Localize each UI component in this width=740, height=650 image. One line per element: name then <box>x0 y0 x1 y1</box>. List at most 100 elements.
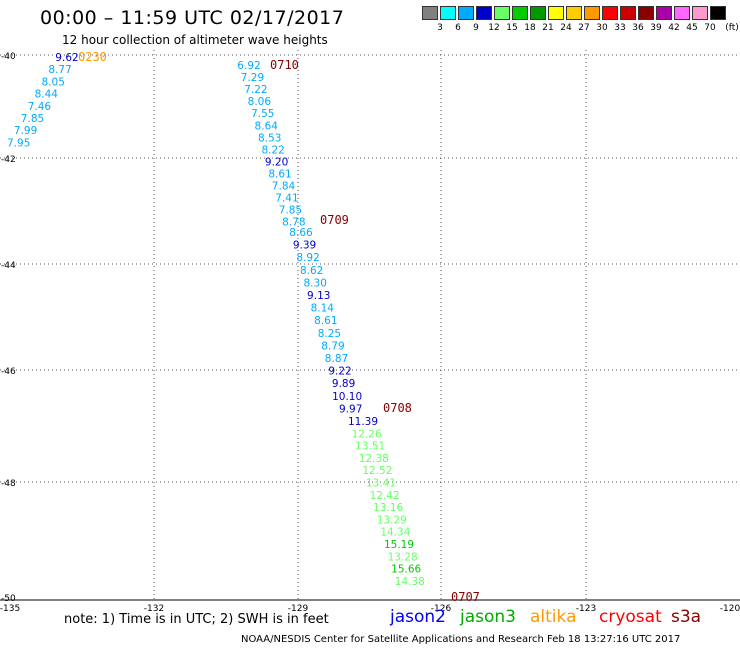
color-scale-label: 39 <box>650 23 662 33</box>
wave-height-value: 7.41 <box>275 193 298 205</box>
color-swatch <box>692 6 708 20</box>
wave-height-value: 11.39 <box>348 416 378 428</box>
wave-height-value: 8.25 <box>318 328 341 340</box>
pass-time-label: 0230 <box>78 50 107 64</box>
wave-height-value: 8.22 <box>261 144 284 156</box>
wave-height-value: 8.05 <box>42 76 65 88</box>
latitude-label: -50 <box>1 594 16 604</box>
pass-time-label: 0709 <box>320 213 349 227</box>
wave-height-value: 15.66 <box>391 564 421 576</box>
color-swatch <box>494 6 510 20</box>
wave-height-value: 9.13 <box>307 290 330 302</box>
color-scale-label: 27 <box>578 23 590 33</box>
satellite-cryosat: cryosat <box>599 607 662 627</box>
track-0707: 0707 <box>451 590 480 604</box>
wave-height-value: 7.29 <box>241 72 264 84</box>
color-scale-label: 42 <box>668 23 680 33</box>
longitude-labels: -135 -132 -129 -126 -123 -120 <box>0 604 740 614</box>
wave-height-value: 9.89 <box>332 378 355 390</box>
pass-time-label: 0710 <box>270 58 299 72</box>
color-swatch <box>656 6 672 20</box>
wave-height-value: 8.79 <box>321 340 344 352</box>
wave-height-value: 7.95 <box>7 137 30 149</box>
color-swatch <box>584 6 600 20</box>
color-scale-label: 3 <box>437 23 443 33</box>
latitude-label: -40 <box>1 52 16 62</box>
wave-height-value: 8.61 <box>268 168 291 180</box>
wave-height-value: 8.66 <box>289 227 313 239</box>
track-0709: 8.669.398.928.628.309.138.148.618.258.79… <box>289 213 362 415</box>
wave-height-value: 7.55 <box>251 108 274 120</box>
wave-height-value: 7.85 <box>279 205 302 217</box>
wave-height-value: 8.62 <box>300 265 323 277</box>
color-swatch <box>530 6 546 20</box>
wave-height-value: 12.52 <box>362 465 392 477</box>
color-scale-label: 36 <box>632 23 644 33</box>
wave-height-value: 8.06 <box>248 96 272 108</box>
satellite-jason2: jason2 <box>390 607 446 627</box>
wave-height-value: 7.46 <box>28 101 52 113</box>
color-swatch <box>566 6 582 20</box>
wave-height-value: 8.92 <box>296 252 319 264</box>
color-swatch <box>512 6 528 20</box>
color-scale-label: 45 <box>686 23 698 33</box>
color-scale-label: 15 <box>506 23 518 33</box>
longitude-label: -120 <box>720 604 740 614</box>
wave-height-value: 7.84 <box>272 181 296 193</box>
wave-height-value: 7.99 <box>14 125 37 137</box>
wave-height-value: 8.87 <box>325 353 348 365</box>
longitude-label: -135 <box>0 604 20 614</box>
color-scale-label: 12 <box>488 23 500 33</box>
latitude-label: -48 <box>1 479 16 489</box>
wave-height-value: 12.26 <box>352 428 382 440</box>
longitude-label: -126 <box>431 604 452 614</box>
wave-height-value: 12.38 <box>359 453 389 465</box>
wave-height-value: 9.97 <box>339 403 362 415</box>
latitude-label: -42 <box>1 155 16 165</box>
longitude-label: -123 <box>576 604 596 614</box>
wave-height-value: 15.19 <box>384 539 414 551</box>
color-scale-label: 6 <box>455 23 461 33</box>
wave-height-value: 9.22 <box>328 366 351 378</box>
note-text: note: 1) Time is in UTC; 2) SWH is in fe… <box>64 612 329 627</box>
track-0230: 9.628.778.058.447.467.857.997.95 0230 <box>7 50 107 149</box>
wave-height-value: 7.22 <box>244 84 267 96</box>
wave-height-value: 13.51 <box>355 441 385 453</box>
footer-credit: NOAA/NESDIS Center for Satellite Applica… <box>241 634 681 645</box>
wave-height-value: 14.38 <box>395 576 425 588</box>
chart-subtitle: 12 hour collection of altimeter wave hei… <box>62 33 328 47</box>
pass-time-label: 0708 <box>383 401 412 415</box>
wave-height-value: 13.41 <box>366 478 396 490</box>
wave-height-value: 8.61 <box>314 315 337 327</box>
color-swatch <box>548 6 564 20</box>
wave-height-value: 9.62 <box>55 52 78 64</box>
color-scale-label: 70 <box>704 23 716 33</box>
map-grid <box>0 50 740 601</box>
wave-height-value: 8.53 <box>258 132 281 144</box>
latitude-label: -44 <box>1 261 16 271</box>
color-scale-label: 33 <box>614 23 626 33</box>
wave-height-value: 13.16 <box>373 502 403 514</box>
wave-height-value: 8.30 <box>304 277 327 289</box>
color-scale-label: 9 <box>473 23 479 33</box>
wave-height-value: 9.39 <box>293 240 316 252</box>
wave-height-value: 8.77 <box>48 64 71 76</box>
wave-height-value: 10.10 <box>332 391 362 403</box>
wave-height-value: 8.14 <box>311 303 335 315</box>
wave-height-value: 8.78 <box>282 217 305 229</box>
latitude-label: -46 <box>1 367 16 377</box>
wave-height-value: 8.64 <box>255 120 279 132</box>
color-scale-label: (ft) <box>725 23 739 33</box>
wave-height-value: 13.29 <box>377 514 407 526</box>
color-swatch <box>602 6 618 20</box>
wave-height-value: 9.20 <box>265 156 288 168</box>
satellite-jason3: jason3 <box>460 607 516 627</box>
wave-height-value: 6.92 <box>237 60 260 72</box>
color-swatch <box>638 6 654 20</box>
satellite-s3a: s3a <box>671 607 702 627</box>
color-swatch <box>620 6 636 20</box>
color-swatch <box>458 6 474 20</box>
color-swatch <box>674 6 690 20</box>
pass-time-label: 0707 <box>451 590 480 604</box>
